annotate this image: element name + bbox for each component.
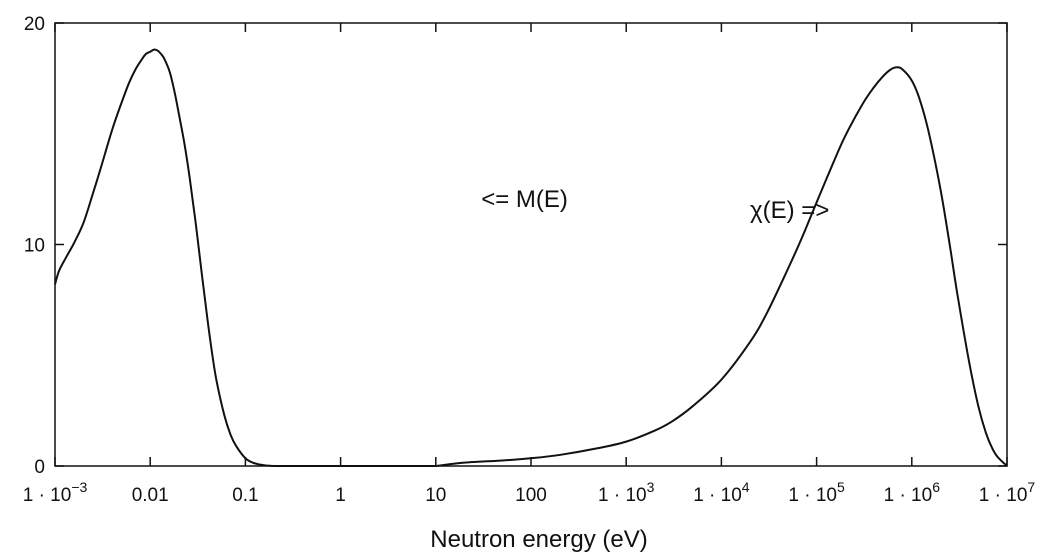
x-tick-label-exponent: 5 <box>837 479 845 495</box>
x-tick-label: 1 <box>335 485 346 506</box>
x-tick-label-exponent: −3 <box>71 479 87 495</box>
x-tick-label: 1 · 106 <box>884 479 941 506</box>
x-tick-label: 1 · 103 <box>598 479 655 506</box>
series-line-1 <box>54 48 436 467</box>
x-tick-label-base: 100 <box>515 485 547 506</box>
x-tick-label-exponent: 7 <box>1027 479 1035 495</box>
x-tick-label: 1 · 105 <box>788 479 845 506</box>
series-group <box>54 48 1008 467</box>
x-tick-label-exponent: 4 <box>742 479 750 495</box>
x-tick-label-base: 1 <box>335 485 346 506</box>
annotation: χ(E) => <box>750 197 829 224</box>
x-axis: 1 · 10−3 0.01 0.1 1 10 100 1 · 103 1 · 104 1 · 1… <box>23 23 1036 506</box>
x-tick-label-base: 1 · 10 <box>598 485 647 506</box>
x-axis-label: Neutron energy (eV) <box>430 526 647 553</box>
x-tick-label-base: 1 · 10 <box>693 485 742 506</box>
annotations: <= M(E) χ(E) => <box>481 186 829 224</box>
x-tick-label: 100 <box>515 485 547 506</box>
x-tick-label-base: 1 · 10 <box>788 485 837 506</box>
series-line-2 <box>435 66 1008 467</box>
y-axis: 0 10 20 <box>24 14 1007 478</box>
x-tick-label-base: 1 · 10 <box>884 485 933 506</box>
y-tick-label: 0 <box>34 457 45 478</box>
x-tick-label-base: 1 · 10 <box>979 485 1028 506</box>
x-tick-label-base: 10 <box>425 485 446 506</box>
x-tick-label-base: 0.01 <box>132 485 169 506</box>
x-tick-label-exponent: 6 <box>932 479 940 495</box>
x-tick-label-base: 0.1 <box>232 485 258 506</box>
x-tick-label: 1 · 107 <box>979 479 1036 506</box>
x-tick-label: 1 · 10−3 <box>23 479 88 506</box>
x-tick-label-base: 1 · 10 <box>23 485 72 506</box>
x-tick-label: 1 · 104 <box>693 479 750 506</box>
x-tick-label: 10 <box>425 485 446 506</box>
x-tick-label: 0.01 <box>132 485 169 506</box>
y-tick-label: 20 <box>24 14 45 35</box>
x-tick-label-exponent: 3 <box>647 479 655 495</box>
annotation: <= M(E) <box>481 186 568 213</box>
x-tick-label: 0.1 <box>232 485 258 506</box>
y-tick-label: 10 <box>24 236 45 257</box>
